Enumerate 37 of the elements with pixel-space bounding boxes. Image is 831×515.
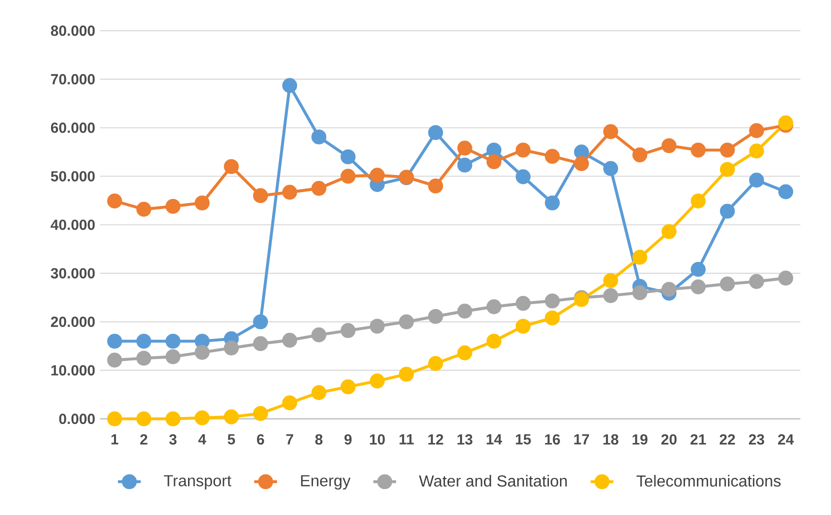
- x-tick-label: 14: [486, 434, 502, 444]
- x-tick-label: 15: [516, 434, 531, 445]
- x-tick-label: 16: [545, 434, 560, 445]
- x-tick-label: 17: [574, 434, 589, 444]
- y-tick-label: 0.000: [59, 414, 95, 424]
- x-tick-label: 22: [720, 434, 735, 445]
- x-tick-label: 2: [140, 434, 148, 445]
- x-tick-label: 7: [286, 434, 294, 444]
- y-tick-label: 50.000: [50, 171, 95, 182]
- y-tick-label: 60.000: [50, 122, 95, 133]
- x-tick-label: 19: [632, 434, 648, 445]
- x-tick-label: 9: [344, 434, 352, 445]
- x-tick-label: 13: [458, 434, 472, 445]
- y-tick-label: 70.000: [51, 74, 95, 84]
- x-tick-label: 1: [111, 434, 118, 444]
- x-tick-label: 12: [428, 434, 444, 445]
- x-tick-label: 24: [778, 434, 794, 445]
- y-tick-label: 40.000: [50, 220, 95, 230]
- x-tick-label: 23: [748, 434, 764, 445]
- y-tick-label: 80.000: [50, 26, 95, 36]
- x-tick-label: 5: [228, 434, 236, 445]
- x-tick-label: 10: [370, 434, 385, 445]
- x-tick-label: 4: [198, 434, 206, 444]
- y-tick-label: 30.000: [50, 268, 95, 279]
- y-tick-label: 10.000: [51, 365, 95, 376]
- legend-label: Water and Sanitation: [418, 474, 567, 487]
- x-tick-label: 3: [169, 434, 177, 445]
- x-tick-label: 20: [661, 434, 677, 445]
- x-tick-label: 21: [690, 434, 706, 445]
- x-tick-label: 6: [256, 434, 264, 445]
- legend-label: Energy: [301, 475, 350, 490]
- x-tick-label: 18: [603, 434, 618, 445]
- y-tick-label: 20.000: [50, 316, 95, 328]
- legend-label: Transport: [164, 475, 232, 490]
- legend-label: Telecommunications: [636, 474, 781, 487]
- x-tick-label: 8: [315, 434, 322, 445]
- x-tick-label: 11: [400, 434, 414, 444]
